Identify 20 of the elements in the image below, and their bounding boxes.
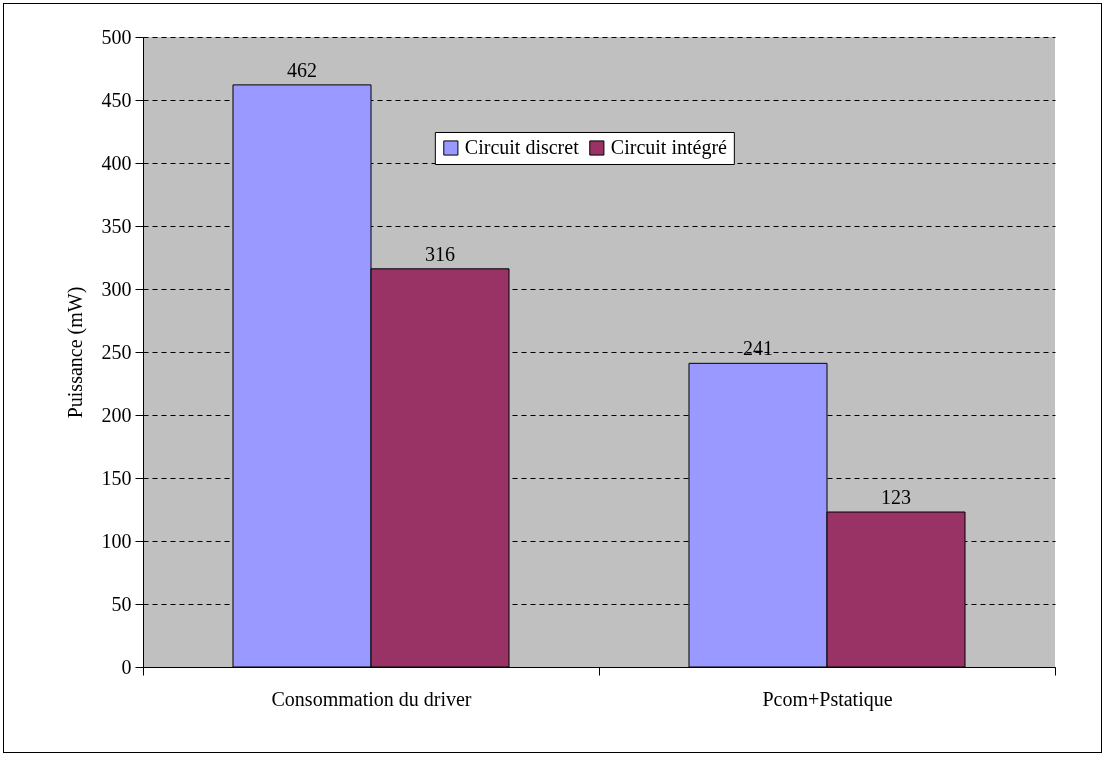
y-tick-label: 500 — [101, 25, 132, 48]
y-tick-label: 50 — [111, 592, 132, 615]
legend-label: Circuit discret — [464, 136, 580, 158]
y-tick-label: 350 — [101, 214, 132, 237]
y-tick-label: 100 — [101, 529, 132, 552]
x-tick-label: Pcom+Pstatique — [762, 687, 893, 711]
data-label: 462 — [286, 58, 317, 81]
y-tick-label: 450 — [101, 88, 132, 111]
y-tick-label: 150 — [101, 466, 132, 489]
data-label: 316 — [425, 242, 456, 265]
y-tick-label: 250 — [101, 340, 132, 363]
legend-label: Circuit intégré — [610, 136, 728, 159]
y-tick-label: 300 — [101, 277, 132, 300]
data-label: 241 — [742, 337, 773, 360]
y-tick-label: 0 — [121, 655, 132, 678]
y-tick-label: 400 — [101, 151, 132, 174]
data-label: 123 — [881, 486, 912, 509]
x-tick-label: Consommation du driver — [271, 687, 472, 710]
y-tick-label: 200 — [101, 403, 132, 426]
y-axis-title: Puissance (mW) — [63, 286, 87, 419]
